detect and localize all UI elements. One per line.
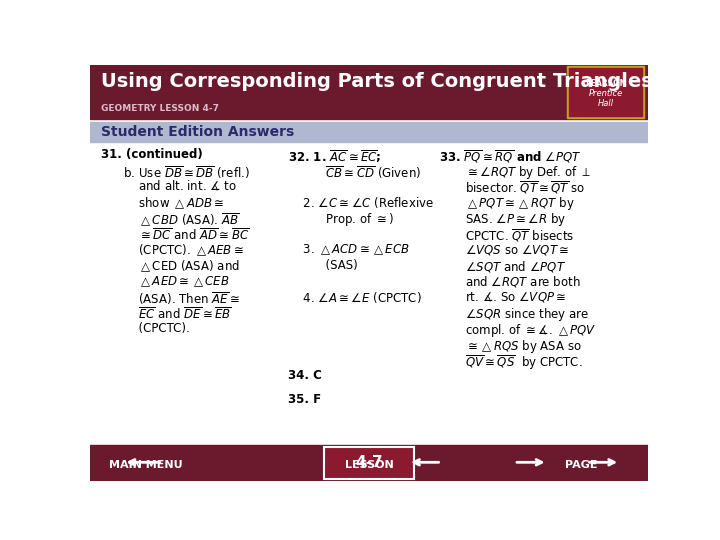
Bar [570,68,642,116]
Text: 35. F: 35. F [288,393,321,406]
Text: $\angle SQT$ and $\angle PQT$: $\angle SQT$ and $\angle PQT$ [438,259,566,274]
Text: SAS. $\angle P\cong\angle R$ by: SAS. $\angle P\cong\angle R$ by [438,211,566,228]
Text: 4-7: 4-7 [355,455,383,470]
Text: $\triangle$CED (ASA) and: $\triangle$CED (ASA) and [101,259,240,274]
Text: $\triangle CBD$ (ASA). $\overline{AB}$: $\triangle CBD$ (ASA). $\overline{AB}$ [101,211,240,228]
Text: and alt. int. $\measuredangle$ to: and alt. int. $\measuredangle$ to [101,180,237,194]
Text: 32. 1. $\overline{AC}\cong\overline{EC}$;: 32. 1. $\overline{AC}\cong\overline{EC}$… [288,148,382,165]
Text: CPCTC. $\overline{QT}$ bisects: CPCTC. $\overline{QT}$ bisects [438,227,574,244]
Text: PEARSON: PEARSON [585,79,626,87]
Text: 33. $\overline{PQ}\cong\overline{RQ}$ and $\angle PQT$: 33. $\overline{PQ}\cong\overline{RQ}$ an… [438,148,582,165]
Text: (CPCTC). $\triangle AEB\cong$: (CPCTC). $\triangle AEB\cong$ [101,243,244,258]
Text: $\triangle AED\cong\triangle CEB$: $\triangle AED\cong\triangle CEB$ [101,274,230,289]
Text: (CPCTC).: (CPCTC). [101,322,190,335]
Text: Student Edition Answers: Student Edition Answers [101,125,294,139]
Text: 4. $\angle A\cong\angle E$ (CPCTC): 4. $\angle A\cong\angle E$ (CPCTC) [288,290,422,305]
Text: $\angle SQR$ since they are: $\angle SQR$ since they are [438,306,589,323]
Bar [90,65,648,119]
Bar [90,446,648,481]
Text: (SAS): (SAS) [288,259,358,272]
Text: show $\triangle ADB \cong$: show $\triangle ADB \cong$ [101,195,224,211]
Bar [90,122,648,141]
Text: 34. C: 34. C [288,369,322,382]
Text: and $\angle RQT$ are both: and $\angle RQT$ are both [438,274,580,289]
Text: Using Corresponding Parts of Congruent Triangles: Using Corresponding Parts of Congruent T… [101,72,653,91]
Text: 2. $\angle C\cong\angle C$ (Reflexive: 2. $\angle C\cong\angle C$ (Reflexive [288,195,434,211]
Text: Prentice: Prentice [588,90,623,98]
Text: $\overline{QV}\cong\overline{QS}$  by CPCTC.: $\overline{QV}\cong\overline{QS}$ by CPC… [438,353,582,372]
Text: bisector. $\overline{QT}\cong\overline{QT}$ so: bisector. $\overline{QT}\cong\overline{Q… [438,180,585,196]
Text: rt. $\measuredangle$. So $\angle VQP\cong$: rt. $\measuredangle$. So $\angle VQP\con… [438,290,566,304]
Text: MAIN MENU: MAIN MENU [109,460,183,470]
Text: LESSON: LESSON [345,460,393,470]
Text: $\cong\triangle RQS$ by ASA so: $\cong\triangle RQS$ by ASA so [438,338,582,355]
Text: (ASA). Then $\overline{AE}\cong$: (ASA). Then $\overline{AE}\cong$ [101,290,240,307]
Text: 3. $\triangle ACD\cong\triangle ECB$: 3. $\triangle ACD\cong\triangle ECB$ [288,243,410,257]
Text: PAGE: PAGE [564,460,598,470]
Bar [324,447,413,478]
Text: 31. (continued): 31. (continued) [101,148,203,161]
Text: GEOMETRY LESSON 4-7: GEOMETRY LESSON 4-7 [101,104,219,112]
Text: Hall: Hall [598,99,613,107]
Text: b. Use $\overline{DB}\cong\overline{DB}$ (refl.): b. Use $\overline{DB}\cong\overline{DB}$… [101,164,250,181]
Text: $\triangle PQT\cong\triangle RQT$ by: $\triangle PQT\cong\triangle RQT$ by [438,195,575,212]
Bar [567,66,644,118]
Text: compl. of $\cong\measuredangle$. $\triangle PQV$: compl. of $\cong\measuredangle$. $\trian… [438,322,596,339]
Text: $\angle VQS$ so $\angle VQT\cong$: $\angle VQS$ so $\angle VQT\cong$ [438,243,569,256]
Text: $\cong\overline{DC}$ and $\overline{AD}\cong\overline{BC}$: $\cong\overline{DC}$ and $\overline{AD}\… [101,227,250,243]
Bar [324,447,413,478]
Text: $\cong\angle RQT$ by Def. of $\perp$: $\cong\angle RQT$ by Def. of $\perp$ [438,164,591,181]
Text: Prop. of $\cong$): Prop. of $\cong$) [288,211,395,228]
Text: $\overline{EC}$ and $\overline{DE}\cong\overline{EB}$: $\overline{EC}$ and $\overline{DE}\cong\… [101,306,232,322]
Text: $\overline{CB}\cong\overline{CD}$ (Given): $\overline{CB}\cong\overline{CD}$ (Given… [288,164,421,181]
